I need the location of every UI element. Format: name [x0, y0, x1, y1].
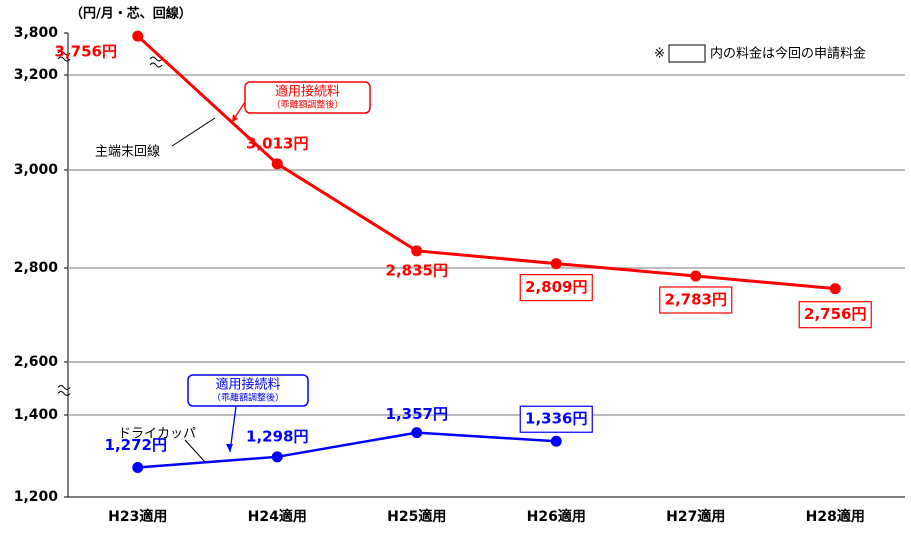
x-tick-label: H24適用	[248, 508, 307, 525]
leader-line	[171, 117, 216, 147]
callout-title: 適用接続料	[275, 84, 340, 100]
y-tick-label: 1,200	[14, 489, 59, 505]
y-tick-label: 2,600	[14, 354, 59, 370]
axis-break	[57, 50, 71, 56]
x-tick-label: H27適用	[666, 508, 725, 525]
data-point	[271, 451, 283, 463]
value-label: 2,835円	[386, 261, 448, 279]
line-break	[149, 62, 163, 68]
data-point	[690, 270, 702, 282]
data-point	[829, 283, 841, 295]
data-point	[411, 427, 423, 439]
series-label: 主端末回線	[95, 144, 160, 160]
x-tick-label: H28適用	[806, 508, 865, 525]
leader-line	[184, 439, 206, 463]
label-box	[519, 405, 593, 433]
y-tick-label: 3,200	[14, 67, 59, 83]
callout-title: 適用接続料	[215, 377, 280, 393]
value-label: 2,756円	[804, 305, 866, 323]
label-box	[798, 301, 872, 329]
data-point	[271, 158, 283, 170]
data-point	[132, 461, 144, 473]
value-label: 1,357円	[386, 405, 448, 423]
y-tick-label: 2,800	[14, 260, 59, 276]
value-label: 2,783円	[665, 290, 727, 308]
data-point	[411, 245, 423, 257]
arrow-head	[232, 114, 238, 122]
value-label: 3,013円	[246, 134, 308, 152]
x-tick-label: H26適用	[527, 508, 586, 525]
line-break	[149, 56, 163, 62]
series-label: ドライカッパ	[118, 427, 196, 442]
callout-box	[244, 81, 371, 114]
callout-sub: （乖離額調整後）	[212, 392, 284, 404]
y-tick-label: 3,000	[14, 162, 59, 178]
note-box	[668, 44, 706, 63]
axis-break	[57, 391, 71, 396]
value-label: 1,336円	[525, 410, 587, 428]
series-line	[137, 431, 557, 469]
data-point	[132, 30, 144, 42]
callout-sub: （乖離額調整後）	[271, 99, 343, 111]
value-label: 1,298円	[246, 427, 308, 445]
y-tick-label: 3,800	[14, 25, 59, 41]
data-point	[550, 258, 562, 270]
value-label: 1,272円	[105, 436, 167, 454]
arrow-head	[226, 444, 233, 452]
note: 内の料金は今回の申請料金	[710, 46, 866, 62]
x-tick-label: H23適用	[108, 508, 167, 525]
axis-break	[57, 56, 71, 62]
value-label: 3,756円	[55, 43, 117, 61]
note-prefix: ※	[654, 47, 665, 62]
series-line	[136, 34, 836, 291]
data-point	[550, 435, 562, 447]
label-box	[519, 273, 593, 302]
callout-box	[187, 374, 309, 407]
unit-label: （円/月・芯、回線）	[70, 6, 192, 22]
x-tick-label: H25適用	[387, 508, 446, 525]
y-tick-label: 1,400	[14, 407, 59, 423]
axis-break	[57, 385, 71, 390]
label-box	[659, 286, 733, 314]
value-label: 2,809円	[525, 278, 587, 296]
